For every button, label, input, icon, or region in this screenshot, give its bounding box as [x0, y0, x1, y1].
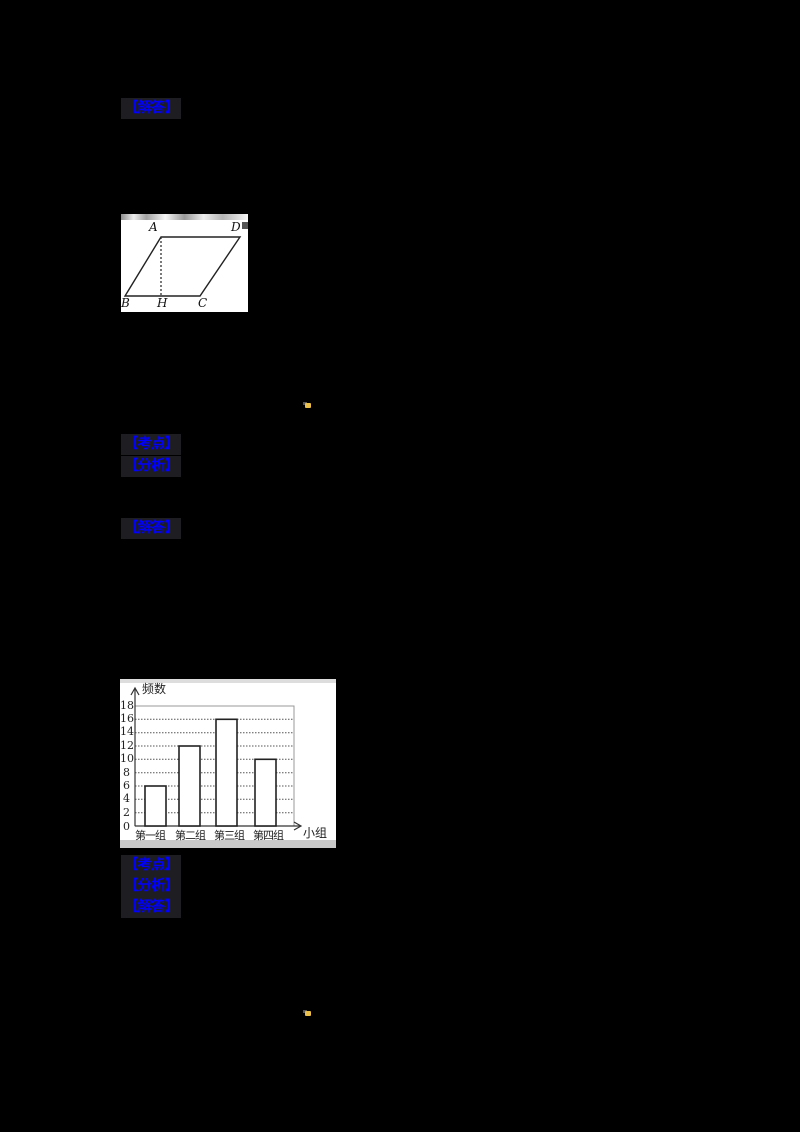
category-label-1: 第一组	[135, 829, 166, 842]
y-tick-0: 0	[123, 820, 130, 833]
corner-mark	[242, 222, 248, 229]
category-label-4: 第四组	[253, 829, 284, 842]
analysis-tag: 【分析】	[121, 876, 181, 897]
answer-tag: 【解答】	[121, 897, 181, 918]
vertex-label-a: A	[149, 220, 158, 234]
x-axis-label: 小组	[303, 826, 328, 840]
answer-tag: 【解答】	[121, 98, 181, 119]
y-tick-18: 18	[120, 699, 134, 712]
answer-tag: 【解答】	[121, 518, 181, 539]
category-label-2: 第二组	[175, 829, 206, 842]
figure-caption-strip	[121, 214, 248, 220]
y-tick-10: 10	[120, 752, 134, 765]
small-image-icon	[305, 1011, 311, 1016]
bar-group-2	[178, 745, 201, 827]
category-label-3: 第三组	[214, 829, 245, 842]
exam-point-tag: 【考点】	[121, 434, 181, 455]
y-tick-2: 2	[123, 806, 130, 819]
y-tick-6: 6	[123, 779, 130, 792]
bar-group-3	[215, 718, 238, 827]
exam-point-tag: 【考点】	[121, 855, 181, 876]
vertex-label-b: B	[121, 296, 130, 310]
bar-group-4	[254, 758, 277, 827]
parallelogram-diagram	[123, 236, 242, 297]
bar-chart-svg	[120, 679, 336, 848]
bar-group-1	[144, 785, 167, 827]
vertex-label-d: D	[231, 220, 241, 234]
analysis-tag: 【分析】	[121, 456, 181, 477]
y-tick-4: 4	[123, 792, 130, 805]
parallelogram-figure: A D B H C	[121, 214, 248, 312]
small-image-icon	[305, 403, 311, 408]
y-tick-16: 16	[120, 712, 134, 725]
vertex-label-h: H	[157, 296, 168, 310]
y-axis-label: 频数	[142, 682, 167, 696]
y-tick-12: 12	[120, 739, 134, 752]
vertex-label-c: C	[198, 296, 208, 310]
y-tick-8: 8	[123, 766, 130, 779]
y-tick-14: 14	[120, 725, 134, 738]
frequency-bar-chart: 18 16 14 12 10 8 6 4 2 0 频数 小组 第一组 第二组 第…	[120, 679, 336, 848]
